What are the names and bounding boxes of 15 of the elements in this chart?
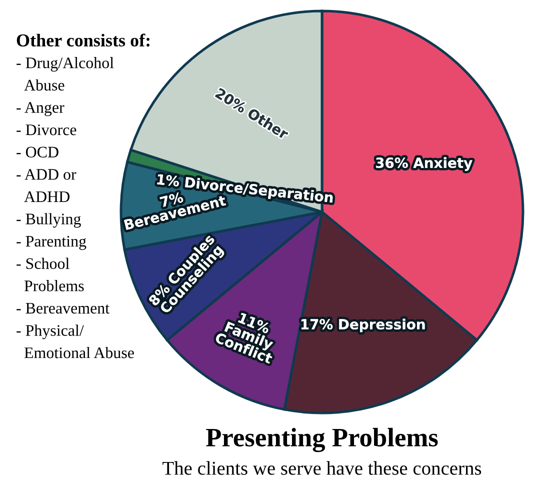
- text: Other consists of:: [16, 34, 150, 47]
- text: - Divorce: [16, 124, 76, 136]
- text: The clients we serve have these concerns: [162, 461, 482, 475]
- text: - ADD or ADHD: [16, 169, 76, 202]
- text: - Physical/ Emotional Abuse: [16, 324, 134, 358]
- text: - Parenting: [16, 236, 86, 250]
- text: - Drug/Alcohol Abuse: [16, 57, 114, 91]
- text: - Bereavement: [16, 302, 110, 314]
- text: - School Problems: [16, 258, 84, 292]
- text: - Anger: [16, 102, 64, 116]
- text: - OCD: [16, 146, 58, 158]
- slice-label: 36% Anxiety: [376, 157, 472, 171]
- text: - Bullying: [16, 213, 81, 228]
- text: Presenting Problems: [206, 428, 438, 452]
- slice-label: 17% Depression: [301, 318, 425, 332]
